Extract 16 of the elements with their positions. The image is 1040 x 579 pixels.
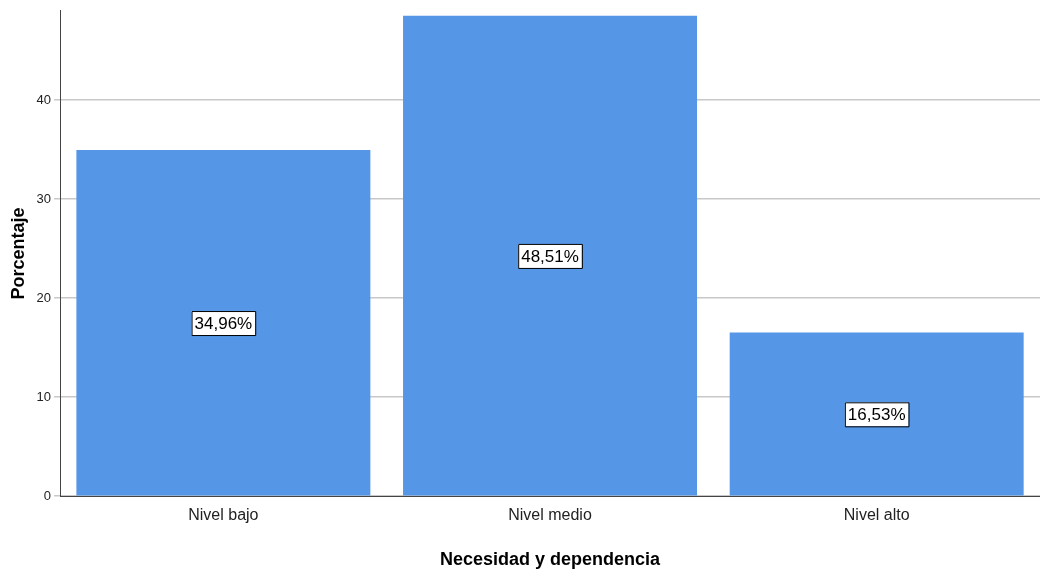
x-axis-title: Necesidad y dependencia [439, 549, 662, 570]
data-label: 34,96% [194, 313, 253, 333]
bar [729, 332, 1024, 496]
bar [403, 15, 698, 496]
x-tick-label: Nivel alto [843, 506, 910, 524]
x-tick-label: Nivel medio [508, 506, 592, 524]
y-tick-label: 40 [36, 91, 52, 107]
y-tick-label: 10 [36, 388, 52, 404]
y-tick-label: 20 [36, 289, 52, 305]
data-label: 48,51% [521, 246, 579, 266]
x-tick-label: Nivel bajo [188, 506, 259, 524]
bar [76, 149, 371, 496]
data-label: 16,53% [847, 405, 906, 425]
y-tick-label: 0 [43, 487, 52, 503]
y-tick-label: 30 [36, 190, 52, 206]
y-axis-title: Porcentaje [7, 207, 28, 300]
